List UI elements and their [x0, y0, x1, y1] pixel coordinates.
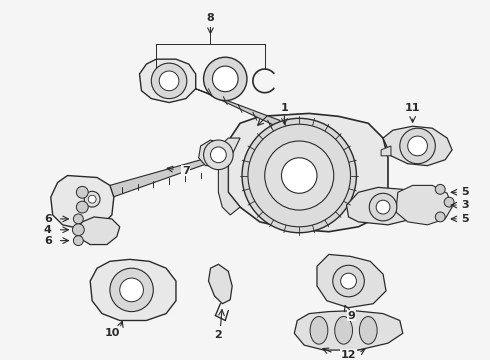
Text: 5: 5 [461, 214, 469, 224]
Polygon shape [396, 185, 452, 225]
Circle shape [74, 214, 83, 224]
Polygon shape [346, 187, 422, 225]
Circle shape [281, 158, 317, 193]
Circle shape [376, 200, 390, 214]
Text: 4: 4 [44, 225, 52, 235]
Ellipse shape [310, 316, 328, 344]
Polygon shape [228, 113, 388, 232]
Circle shape [84, 191, 100, 207]
Polygon shape [102, 155, 219, 199]
Circle shape [76, 201, 88, 213]
Circle shape [151, 63, 187, 99]
Circle shape [120, 278, 144, 302]
Polygon shape [198, 140, 228, 166]
Polygon shape [196, 89, 284, 130]
Polygon shape [317, 255, 386, 308]
Circle shape [211, 147, 226, 163]
Circle shape [74, 236, 83, 246]
Circle shape [73, 224, 84, 236]
Ellipse shape [335, 316, 352, 344]
Text: 8: 8 [207, 13, 214, 23]
Circle shape [159, 71, 179, 91]
Circle shape [76, 186, 88, 198]
Circle shape [369, 193, 397, 221]
Text: 5: 5 [461, 187, 469, 197]
Circle shape [110, 268, 153, 312]
Polygon shape [219, 138, 240, 215]
Circle shape [333, 265, 365, 297]
Circle shape [265, 141, 334, 210]
Circle shape [435, 184, 445, 194]
Polygon shape [90, 259, 176, 320]
Circle shape [242, 118, 356, 233]
Text: 12: 12 [341, 350, 356, 360]
Text: 11: 11 [405, 103, 420, 113]
Polygon shape [140, 59, 196, 103]
Polygon shape [381, 146, 391, 156]
Circle shape [88, 195, 96, 203]
Circle shape [341, 273, 356, 289]
Text: 1: 1 [281, 103, 288, 113]
Text: 2: 2 [215, 330, 222, 340]
Polygon shape [383, 126, 452, 166]
Text: 7: 7 [182, 166, 190, 176]
Circle shape [400, 128, 435, 164]
Circle shape [435, 212, 445, 222]
Text: 6: 6 [44, 235, 52, 246]
Text: 9: 9 [347, 311, 355, 320]
Circle shape [408, 136, 427, 156]
Text: 6: 6 [44, 214, 52, 224]
Text: 3: 3 [461, 200, 469, 210]
Circle shape [444, 197, 454, 207]
Circle shape [248, 124, 350, 227]
Polygon shape [77, 217, 120, 244]
Ellipse shape [359, 316, 377, 344]
Polygon shape [294, 311, 403, 350]
Text: 10: 10 [104, 328, 120, 338]
Polygon shape [209, 264, 232, 304]
Polygon shape [51, 176, 114, 229]
Circle shape [213, 66, 238, 92]
Circle shape [203, 57, 247, 100]
Circle shape [203, 140, 233, 170]
